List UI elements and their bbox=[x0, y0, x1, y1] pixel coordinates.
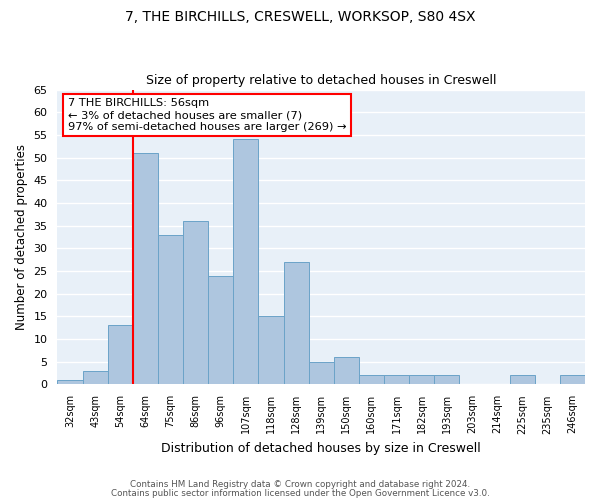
Text: 7, THE BIRCHILLS, CRESWELL, WORKSOP, S80 4SX: 7, THE BIRCHILLS, CRESWELL, WORKSOP, S80… bbox=[125, 10, 475, 24]
Bar bbox=[107, 326, 133, 384]
Bar bbox=[359, 376, 384, 384]
Bar bbox=[384, 376, 409, 384]
Bar bbox=[509, 376, 535, 384]
Text: Contains HM Land Registry data © Crown copyright and database right 2024.: Contains HM Land Registry data © Crown c… bbox=[130, 480, 470, 489]
Title: Size of property relative to detached houses in Creswell: Size of property relative to detached ho… bbox=[146, 74, 496, 87]
Bar bbox=[133, 153, 158, 384]
Bar bbox=[233, 140, 259, 384]
Bar bbox=[284, 262, 308, 384]
Bar bbox=[183, 221, 208, 384]
Bar bbox=[259, 316, 284, 384]
Text: Contains public sector information licensed under the Open Government Licence v3: Contains public sector information licen… bbox=[110, 489, 490, 498]
Bar bbox=[158, 234, 183, 384]
Y-axis label: Number of detached properties: Number of detached properties bbox=[15, 144, 28, 330]
Bar bbox=[58, 380, 83, 384]
Text: 7 THE BIRCHILLS: 56sqm
← 3% of detached houses are smaller (7)
97% of semi-detac: 7 THE BIRCHILLS: 56sqm ← 3% of detached … bbox=[68, 98, 346, 132]
Bar bbox=[208, 276, 233, 384]
Bar bbox=[308, 362, 334, 384]
Bar bbox=[434, 376, 460, 384]
X-axis label: Distribution of detached houses by size in Creswell: Distribution of detached houses by size … bbox=[161, 442, 481, 455]
Bar bbox=[83, 371, 107, 384]
Bar bbox=[560, 376, 585, 384]
Bar bbox=[409, 376, 434, 384]
Bar bbox=[334, 357, 359, 384]
